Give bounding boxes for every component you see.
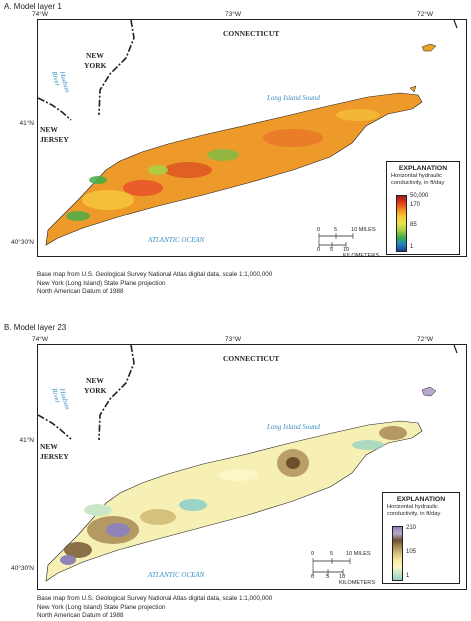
legend-b-value-min: 1 [406,573,410,579]
label-b-long-island-sound: Long Island Sound [266,423,320,431]
legend-a-title: EXPLANATION [398,165,448,172]
label-b-new-jersey-2: JERSEY [40,452,69,461]
lon-tick-b-73w: 73°W [225,336,241,343]
scale-b-km-5: 5 [326,574,330,580]
lon-tick-72w: 72°W [417,11,433,18]
lat-tick-b-40-30n: 40°30'N [11,565,34,572]
label-b-connecticut: CONNECTICUT [223,354,279,363]
scale-a-mi-0: 0 [317,227,321,233]
lat-tick-41n: 41°N [19,120,34,127]
scale-b-mi-10: 10 MILES [346,551,371,557]
panel-b-title: B. Model layer 23 [4,323,67,332]
map-panel-b: CONNECTICUT NEW YORK NEW JERSEY Hudson R… [37,344,467,590]
lon-tick-73w: 73°W [225,11,241,18]
label-new-jersey-2: JERSEY [40,135,69,144]
label-new-york-1: NEW [86,51,104,60]
scale-b-mi-0: 0 [311,551,315,557]
legend-a-value-max: 50,000 [410,193,429,199]
credits-a-line-2: New York (Long Island) State Plane proje… [37,279,166,287]
credits-b-line-2: New York (Long Island) State Plane proje… [37,603,166,611]
legend-b: EXPLANATION Horizontal hydraulic conduct… [382,492,460,584]
legend-a-subtitle: Horizontal hydraulic conductivity, in ft… [391,173,445,186]
legend-b-value-mid: 105 [406,549,417,555]
scale-a-km-0: 0 [317,247,321,253]
legend-a-value-high: 170 [410,202,421,208]
lon-tick-b-72w: 72°W [417,336,433,343]
label-connecticut: CONNECTICUT [223,29,279,38]
legend-b-subtitle: Horizontal hydraulic conductivity, in ft… [387,504,441,517]
scale-b-mi-5: 5 [330,551,334,557]
label-atlantic-ocean: ATLANTIC OCEAN [147,236,205,244]
credits-a: Base map from U.S. Geological Survey Nat… [37,271,272,297]
label-long-island-sound: Long Island Sound [266,94,320,102]
scale-b-km-0: 0 [311,574,315,580]
legend-a-color-ramp [396,195,407,252]
legend-b-title: EXPLANATION [396,496,446,503]
credits-b-line-3: North American Datum of 1988 [37,612,124,620]
label-b-new-york-2: YORK [84,386,107,395]
label-b-hudson-2: River [50,386,62,404]
label-b-new-jersey-1: NEW [40,442,58,451]
long-island-a [45,92,423,246]
long-island-map-a: CONNECTICUT NEW YORK NEW JERSEY Hudson R… [38,20,458,246]
long-island-map-b: CONNECTICUT NEW YORK NEW JERSEY Hudson R… [38,345,458,582]
credits-b-line-1: Base map from U.S. Geological Survey Nat… [37,595,273,602]
label-new-york-2: YORK [84,61,107,70]
legend-a: EXPLANATION Horizontal hydraulic conduct… [386,161,460,255]
scale-a-mi-10: 10 MILES [351,227,376,233]
ny-nj-boundary [38,97,72,121]
legend-a-value-min: 1 [410,244,414,250]
scale-bar-b: 0 5 10 MILES 0 5 10 KILOMETERS [308,551,380,586]
label-b-new-york-1: NEW [86,376,104,385]
scale-b-km-10: 10 KILOMETERS [339,574,376,586]
label-b-atlantic-ocean: ATLANTIC OCEAN [147,571,205,579]
label-new-jersey-1: NEW [40,125,58,134]
ny-ct-boundary [98,20,135,116]
legend-b-value-max: 210 [406,525,417,531]
lon-tick-74w: 74°W [32,11,48,18]
credits-b: Base map from U.S. Geological Survey Nat… [37,595,272,621]
scale-a-mi-5: 5 [334,227,338,233]
scale-bar-a: 0 5 10 MILES 0 5 10 KILOMETERS [316,227,380,259]
label-hudson-2: River [50,69,62,87]
credits-a-line-1: Base map from U.S. Geological Survey Nat… [37,271,273,278]
lat-tick-40-30n: 40°30'N [11,239,34,246]
scale-a-km-10: 10 KILOMETERS [343,247,380,259]
panel-a-title: A. Model layer 1 [4,2,62,11]
lon-tick-b-74w: 74°W [32,336,48,343]
credits-a-line-3: North American Datum of 1988 [37,288,124,296]
map-panel-a: CONNECTICUT NEW YORK NEW JERSEY Hudson R… [37,19,467,257]
legend-b-color-ramp [392,526,403,581]
legend-a-value-mid: 85 [410,222,417,228]
lat-tick-b-41n: 41°N [19,437,34,444]
scale-a-km-5: 5 [330,247,334,253]
